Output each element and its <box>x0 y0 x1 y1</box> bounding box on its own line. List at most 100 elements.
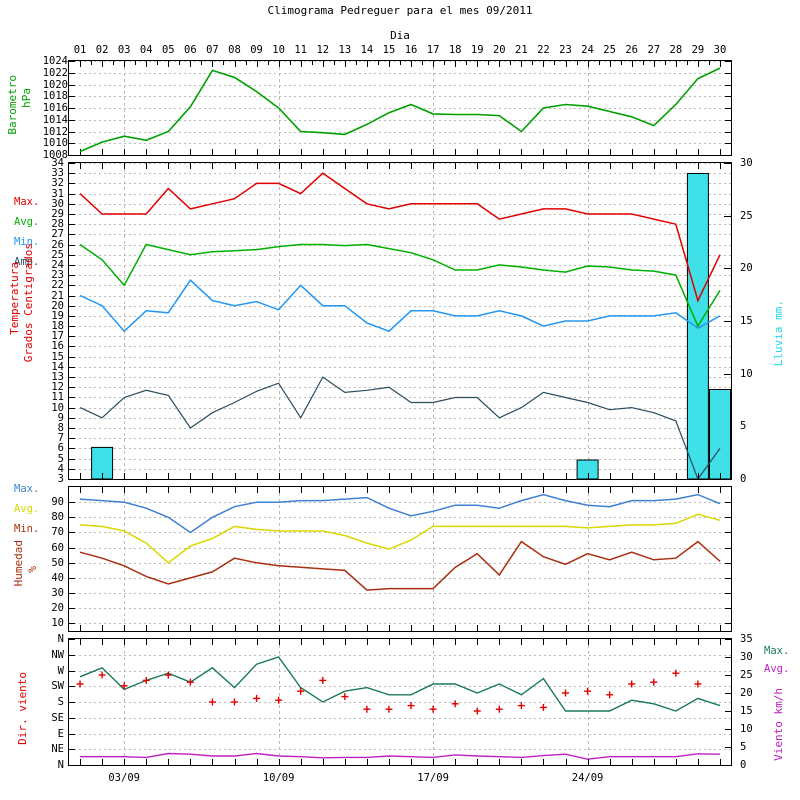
barometer-ylabel-1: Barometro <box>6 75 19 135</box>
day-label: 22 <box>537 44 550 56</box>
axis-tick-label: 16 <box>51 340 64 353</box>
day-label: 21 <box>515 44 528 56</box>
date-tick-label: 17/09 <box>417 772 449 784</box>
legend-item: Avg. <box>14 503 40 515</box>
day-label: 27 <box>647 44 661 56</box>
xaxis-title: Dia <box>390 29 410 42</box>
axis-tick-label: 70 <box>51 526 64 539</box>
legend-item: Min. <box>14 523 40 535</box>
legend-item: Min. <box>14 236 40 248</box>
day-label: 24 <box>581 44 594 56</box>
axis-tick-label: SW <box>51 680 64 693</box>
axis-tick-label: 6 <box>57 442 64 455</box>
axis-tick-label: 22 <box>51 279 64 292</box>
day-label: 30 <box>713 44 727 56</box>
axis-tick-label: 7 <box>57 432 64 445</box>
axis-tick-label: 15 <box>740 315 753 327</box>
axis-tick-label: 30 <box>51 197 64 210</box>
axis-tick-label: 1014 <box>42 113 68 126</box>
wind-panel <box>68 638 732 766</box>
day-label: 15 <box>382 44 396 56</box>
humidity-ylabel-1: Humedad <box>12 540 25 587</box>
axis-tick-label: 0 <box>740 473 747 485</box>
humidity-panel <box>68 486 732 632</box>
axis-tick-label: 4 <box>57 462 64 475</box>
axis-tick-label: 30 <box>51 587 64 600</box>
day-tick-labels: 01 02 03 04 05 06 07 08 09 10 11 12 13 14 15 16 17 18 19 20… <box>0 44 800 58</box>
axis-tick-label: 0 <box>740 759 747 771</box>
day-label: 12 <box>316 44 330 56</box>
axis-tick-label: 1022 <box>42 66 68 79</box>
barometer-ylabel-2: hPa <box>20 88 33 108</box>
axis-tick-label: 25 <box>740 209 753 222</box>
axis-tick-label: 9 <box>57 411 64 424</box>
axis-tick-label: 28 <box>51 218 64 231</box>
day-label: 04 <box>139 44 153 56</box>
axis-tick-label: 20 <box>740 687 753 699</box>
legend-item: Max. <box>14 483 40 495</box>
day-label: 05 <box>161 44 175 56</box>
axis-tick-label: 13 <box>51 371 64 384</box>
legend-item: Avg. <box>764 663 790 675</box>
axis-tick-label: 20 <box>51 299 64 312</box>
axis-tick-label: N <box>57 759 64 771</box>
axis-tick-label: 3 <box>57 473 64 485</box>
axis-tick-label: 33 <box>51 167 64 180</box>
day-label: 06 <box>184 44 197 56</box>
axis-tick-label: 1012 <box>42 125 68 138</box>
axis-tick-label: 32 <box>51 177 64 190</box>
day-label: 18 <box>448 44 462 56</box>
day-label: 14 <box>360 44 374 56</box>
day-label: 28 <box>669 44 683 56</box>
axis-tick-label: 10 <box>51 617 64 630</box>
axis-tick-label: NW <box>51 648 64 661</box>
day-label: 26 <box>625 44 639 56</box>
axis-tick-label: 30 <box>740 651 753 663</box>
date-tick-label: 24/09 <box>571 772 604 784</box>
axis-tick-label: 18 <box>51 320 64 333</box>
wind-speed-ylabel: Viento km/h <box>772 688 785 761</box>
axis-tick-label: 11 <box>51 391 64 404</box>
day-label: 08 <box>228 44 241 56</box>
rain-ylabel: Lluvia mm. <box>772 300 785 367</box>
axis-tick-label: 12 <box>51 381 64 394</box>
axis-tick-label: 23 <box>51 269 64 282</box>
axis-tick-label: 27 <box>51 228 64 241</box>
axis-tick-label: 80 <box>51 511 64 524</box>
axis-tick-label: 20 <box>740 262 753 275</box>
axis-tick-label: 19 <box>51 309 64 322</box>
legend-item: Max. <box>764 645 790 657</box>
day-label: 17 <box>426 44 440 56</box>
day-label: 11 <box>294 44 308 56</box>
page-title: Climograma Pedreguer para el mes 09/2011 <box>267 4 533 17</box>
axis-tick-label: 15 <box>740 705 753 717</box>
temperature-ylabel-2: Grados Centigrados <box>22 243 35 363</box>
axis-tick-label: 31 <box>51 187 64 200</box>
day-label: 20 <box>492 44 506 56</box>
axis-tick-label: 1018 <box>42 90 68 103</box>
axis-tick-label: 25 <box>51 248 64 261</box>
humidity-ylabel-2: % <box>26 566 39 573</box>
wind-ylabel: Dir. viento <box>16 672 29 745</box>
axis-tick-label: 5 <box>57 452 64 465</box>
axis-tick-label: 14 <box>51 360 64 373</box>
day-label: 07 <box>206 44 219 56</box>
date-tick-label: 10/09 <box>262 772 295 784</box>
barometer-panel <box>68 60 732 156</box>
day-label: 01 <box>73 44 87 56</box>
day-label: 25 <box>603 44 616 56</box>
axis-tick-label: 17 <box>51 330 64 343</box>
temperature-panel <box>68 162 732 480</box>
axis-tick-label: 1008 <box>42 149 68 161</box>
axis-tick-label: SE <box>51 711 64 724</box>
axis-tick-label: N <box>57 633 64 645</box>
axis-tick-label: 25 <box>740 669 753 681</box>
temperature-ylabel-1: Temperatura <box>8 262 21 335</box>
day-label: 29 <box>691 44 705 56</box>
axis-tick-label: 5 <box>740 741 747 753</box>
legend-item: Max. <box>14 196 40 208</box>
axis-tick-label: 10 <box>740 723 753 735</box>
axis-tick-label: 8 <box>57 422 64 435</box>
axis-tick-label: 30 <box>740 157 753 169</box>
